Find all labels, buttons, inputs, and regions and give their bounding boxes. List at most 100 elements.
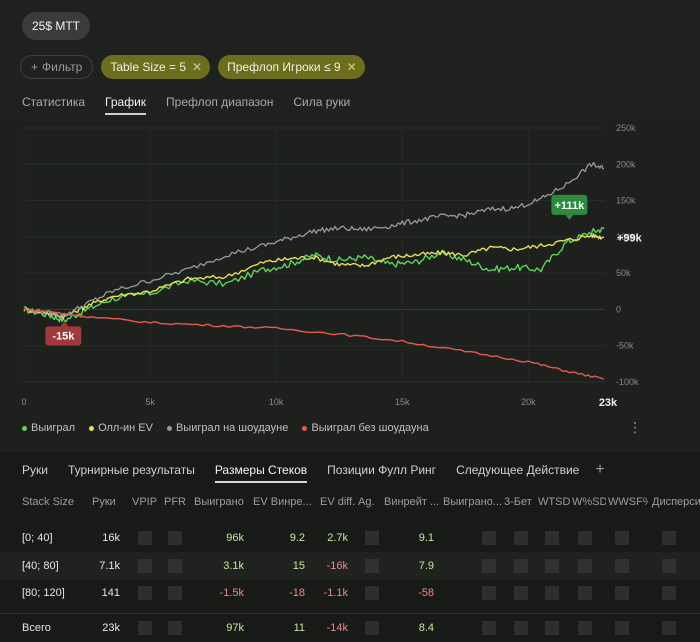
tab-graph[interactable]: График: [105, 95, 147, 115]
legend-label: Выиграл: [31, 422, 76, 434]
stats-tabs: Руки Турнирные результаты Размеры Стеков…: [22, 461, 605, 483]
tab-preflop-range[interactable]: Префлоп диапазон: [166, 95, 274, 109]
tab-hands[interactable]: Руки: [22, 463, 48, 477]
column-header[interactable]: Stack Size: [22, 496, 74, 508]
masked-cell: [615, 621, 629, 635]
masked-cell: [365, 621, 379, 635]
tab-hand-strength[interactable]: Сила руки: [293, 95, 351, 109]
column-header[interactable]: Винрейт ...: [384, 496, 440, 508]
legend-label: Выиграл без шоудауна: [311, 422, 429, 434]
tab-next-action[interactable]: Следующее Действие: [456, 463, 580, 477]
cell-won: -1.5k: [219, 587, 244, 599]
column-header[interactable]: PFR: [164, 496, 186, 508]
legend-item-non-showdown[interactable]: Выиграл без шоудауна: [302, 422, 429, 434]
cell-won: 97k: [226, 622, 244, 634]
x-tick-label: 5k: [145, 397, 155, 407]
y-tick-label: 100k: [616, 232, 636, 242]
masked-cell: [545, 586, 559, 600]
column-header[interactable]: Ag.: [358, 496, 375, 508]
masked-cell: [662, 531, 676, 545]
table-row[interactable]: [0; 40] 16k 96k 9.2 2.7k 9.1: [0, 524, 700, 552]
x-tick-label: 15k: [395, 397, 410, 407]
column-header[interactable]: Дисперсия: [652, 496, 700, 508]
y-tick-label: 200k: [616, 159, 636, 169]
legend-dot: [89, 425, 95, 431]
add-filter-button[interactable]: + Фильтр: [20, 55, 94, 79]
masked-cell: [482, 586, 496, 600]
masked-cell: [365, 586, 379, 600]
cell-hands: 141: [101, 587, 120, 599]
series-line-4: [23, 308, 605, 380]
masked-cell: [168, 621, 182, 635]
x-tick-label: 0: [21, 397, 26, 407]
column-header[interactable]: W%SD: [572, 496, 606, 508]
masked-cell: [545, 621, 559, 635]
column-header[interactable]: Выиграно: [194, 496, 244, 508]
column-header[interactable]: VPIP: [132, 496, 158, 508]
cell-ev-winrate: 9.2: [289, 532, 305, 544]
table-row[interactable]: [40; 80] 7.1k 3.1k 15 -16k 7.9: [0, 552, 700, 580]
masked-cell: [138, 531, 152, 545]
chart-legend: Выиграл Олл-ин EV Выиграл на шоудауне Вы…: [22, 422, 429, 434]
masked-cell: [168, 559, 182, 573]
add-filter-label: Фильтр: [42, 60, 83, 74]
column-header[interactable]: EV diff.: [320, 496, 356, 508]
filter-chip-label: Префлоп Игроки ≤ 9: [227, 60, 341, 74]
masked-cell: [578, 531, 592, 545]
tab-stack-sizes[interactable]: Размеры Стеков: [214, 463, 308, 483]
legend-item-showdown[interactable]: Выиграл на шоудауне: [166, 422, 289, 434]
masked-cell: [615, 586, 629, 600]
filter-chip-label: Table Size = 5: [110, 60, 187, 74]
session-title[interactable]: 25$ MTT: [22, 12, 91, 40]
column-header[interactable]: EV Винре...: [253, 496, 312, 508]
column-header[interactable]: WTSD: [538, 496, 570, 508]
masked-cell: [168, 531, 182, 545]
tab-tournament-results[interactable]: Турнирные результаты: [67, 463, 195, 477]
x-tick-label: 20k: [521, 397, 536, 407]
filter-chip-table-size[interactable]: Table Size = 5 ✕: [101, 55, 211, 79]
max-label: +111k: [555, 200, 586, 212]
cell-winrate: 7.9: [418, 560, 434, 572]
min-label: -15k: [52, 330, 75, 342]
legend-label: Выиграл на шоудауне: [175, 422, 289, 434]
close-icon[interactable]: ✕: [192, 60, 203, 74]
column-header[interactable]: Руки: [92, 496, 116, 508]
plus-icon: +: [31, 60, 39, 74]
legend-item-won[interactable]: Выиграл: [22, 422, 75, 434]
min-badge-arrow: [60, 321, 69, 327]
column-header[interactable]: Выиграно...: [443, 496, 501, 508]
table-total-row[interactable]: Всего 23k 97k 11 -14k 8.4: [0, 613, 700, 641]
legend-dot: [22, 425, 27, 431]
column-header[interactable]: WWSF%: [608, 496, 648, 508]
cell-stack-size: Всего: [22, 622, 51, 634]
masked-cell: [578, 586, 592, 600]
column-header[interactable]: 3-Бет: [504, 496, 532, 508]
masked-cell: [662, 559, 676, 573]
cell-ev-diff: -14k: [326, 622, 348, 634]
max-badge: [551, 194, 588, 215]
close-icon[interactable]: ✕: [346, 60, 357, 74]
x-tick-label: 10k: [269, 397, 284, 407]
cell-stack-size: [80; 120]: [22, 587, 65, 599]
series-line-1: [23, 226, 605, 323]
stats-panel: Руки Турнирные результаты Размеры Стеков…: [0, 452, 700, 642]
max-badge-arrow: [565, 214, 574, 220]
y-tick-label: 0: [616, 304, 621, 314]
filter-chip-preflop-players[interactable]: Префлоп Игроки ≤ 9 ✕: [218, 55, 365, 79]
y-tick-label: 150k: [616, 196, 636, 206]
tab-full-ring-positions[interactable]: Позиции Фулл Ринг: [327, 463, 437, 477]
table-row[interactable]: [80; 120] 141 -1.5k -18 -1.1k -58: [0, 579, 700, 607]
add-tab-icon[interactable]: +: [595, 461, 605, 478]
legend-item-allin-ev[interactable]: Олл-ин EV: [89, 422, 153, 434]
masked-cell: [514, 559, 528, 573]
y-tick-label: 250k: [616, 123, 636, 133]
tab-statistics[interactable]: Статистика: [22, 95, 86, 109]
more-vertical-icon[interactable]: ⋮: [628, 419, 642, 435]
x-end-label: 23k: [599, 397, 618, 409]
cell-hands: 7.1k: [99, 560, 120, 572]
cell-winrate: 9.1: [418, 532, 434, 544]
masked-cell: [482, 621, 496, 635]
masked-cell: [138, 586, 152, 600]
y-tick-label: -50k: [616, 341, 634, 351]
cell-stack-size: [0; 40]: [22, 532, 53, 544]
